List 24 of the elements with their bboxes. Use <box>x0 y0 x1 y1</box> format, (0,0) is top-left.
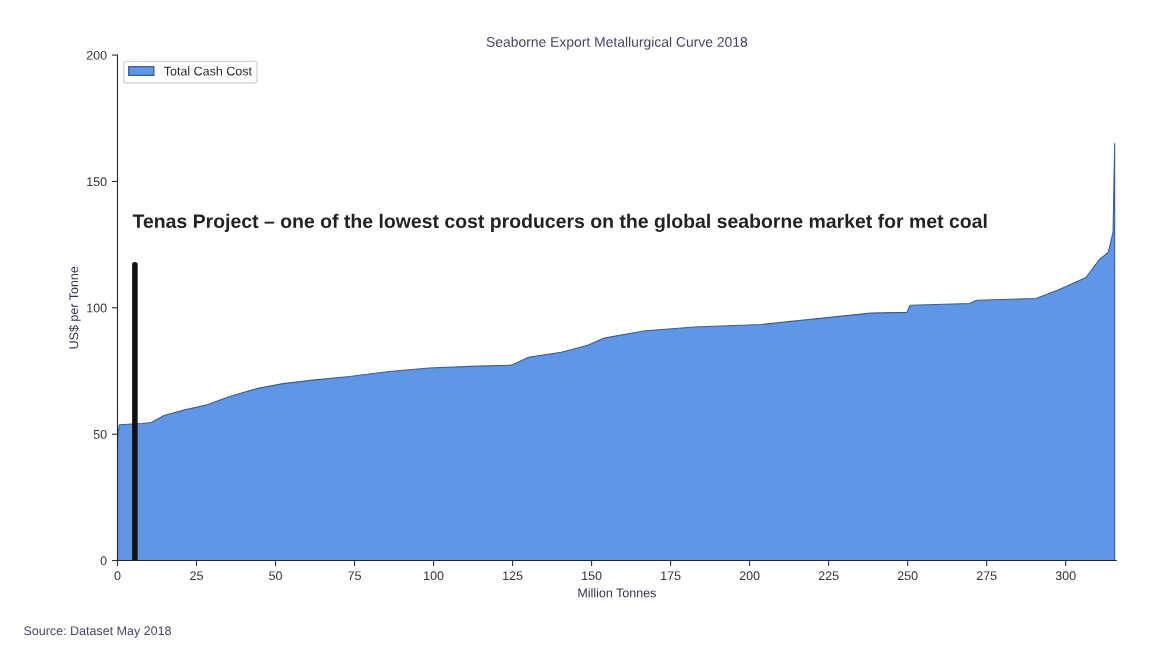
annotation: Tenas Project – one of the lowest cost producers on the global seaborne market for met coal <box>132 213 987 232</box>
x-tick-label: 25 <box>190 571 203 581</box>
x-tick-label: 100 <box>424 571 444 581</box>
x-tick-label: 275 <box>976 571 997 581</box>
x-tick-label: 125 <box>503 571 523 581</box>
source-note: Source: Dataset May 2018 <box>24 626 171 638</box>
x-axis-title: Million Tonnes <box>578 588 656 598</box>
y-tick-label: 100 <box>87 303 107 313</box>
legend-label: Total Cash Cost <box>164 66 252 76</box>
x-tick-label: 50 <box>269 571 282 581</box>
y-tick-label: 200 <box>86 50 107 60</box>
x-tick-label: 175 <box>661 571 681 581</box>
x-tick-label: 250 <box>897 571 918 581</box>
y-tick-label: 50 <box>93 429 107 439</box>
y-tick-label: 0 <box>100 556 107 566</box>
x-tick-label: 200 <box>739 571 760 581</box>
chart-title: Seaborne Export Metallurgical Curve 2018 <box>486 36 748 50</box>
x-tick-label: 225 <box>818 571 839 581</box>
y-axis-title: US$ per Tonne <box>68 266 81 349</box>
x-tick-label: 150 <box>582 571 602 581</box>
x-tick-label: 0 <box>114 571 121 581</box>
x-tick-label: 75 <box>348 571 361 581</box>
y-tick-label: 150 <box>87 177 107 187</box>
x-tick-label: 300 <box>1055 571 1076 581</box>
